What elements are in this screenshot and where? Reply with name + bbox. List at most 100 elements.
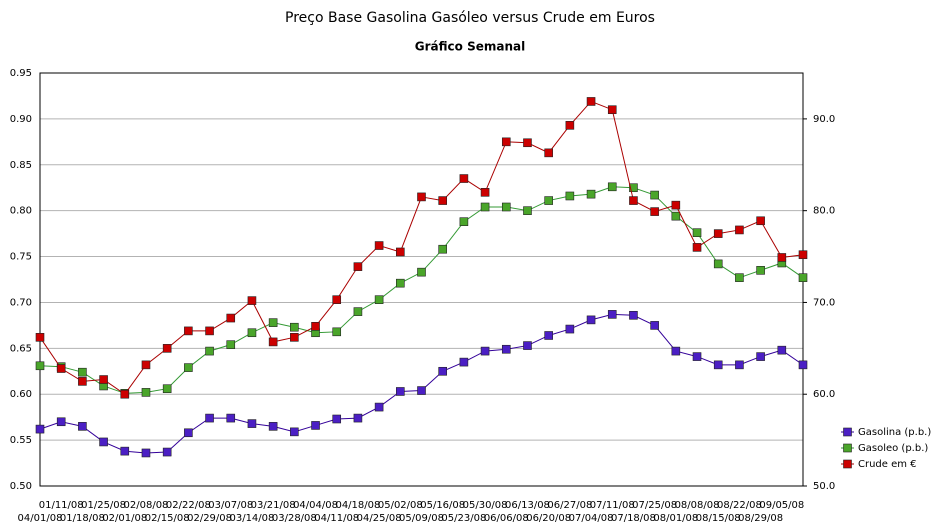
marker [290,333,299,342]
marker [311,322,320,331]
x-tick-label: 02/22/08 [166,500,211,511]
x-tick-label: 07/18/08 [611,513,656,524]
x-tick-label: 05/23/08 [441,513,486,524]
marker [226,413,236,423]
marker [607,105,617,115]
marker [586,97,596,106]
marker [544,331,553,340]
marker [78,422,87,431]
x-tick-label: 03/14/08 [229,513,274,524]
marker [417,386,426,395]
marker [501,344,511,354]
x-tick-label: 01/18/08 [60,513,105,524]
x-tick-label: 06/06/08 [484,513,529,524]
marker [184,363,193,372]
marker [290,322,299,332]
marker [565,191,575,201]
marker [162,344,172,353]
marker [99,375,108,384]
marker [459,357,469,367]
x-tick-label: 03/28/08 [272,513,317,524]
x-tick-label: 04/11/08 [314,513,359,524]
marker [735,225,744,235]
x-tick-label: 04/25/08 [357,513,402,524]
marker [735,273,744,282]
y2-tick-label: 90.0 [813,114,835,125]
marker [353,307,363,316]
marker [396,247,405,257]
marker [756,352,765,361]
marker [607,310,617,319]
x-tick-label: 02/08/08 [124,500,169,511]
y2-tick-label: 50.0 [813,481,835,492]
marker [607,182,617,192]
marker [247,419,257,428]
marker [374,402,384,412]
y-tick-label: 0.95 [10,68,32,79]
marker [671,346,681,356]
x-tick-label: 06/13/08 [505,500,550,511]
marker [692,228,702,237]
marker [56,364,66,373]
y-tick-label: 0.80 [10,206,32,217]
marker [35,424,45,434]
x-tick-label: 02/01/08 [102,513,147,524]
marker [713,259,723,269]
x-tick-label: 07/25/08 [632,500,677,511]
y-tick-label: 0.90 [10,114,32,125]
marker [629,183,638,193]
marker [226,340,236,349]
marker [99,437,108,447]
marker [438,244,447,254]
marker [226,313,236,323]
marker [565,121,575,130]
y2-tick-label: 60.0 [813,389,835,400]
x-tick-label: 07/11/08 [590,500,635,511]
x-tick-label: 06/20/08 [526,513,571,524]
marker [78,377,87,386]
marker [120,446,130,456]
marker [756,216,765,226]
marker [480,346,490,356]
marker [798,273,808,282]
marker [162,447,172,457]
marker [56,417,66,427]
marker [629,196,638,205]
plot-frame [39,72,804,487]
marker [374,241,384,250]
x-tick-label: 01/11/08 [39,500,84,511]
marker [798,360,808,370]
marker [459,174,469,183]
marker [332,414,342,424]
marker [523,138,532,148]
marker [141,388,151,397]
marker [671,200,681,210]
y-tick-label: 0.85 [10,160,32,171]
marker [141,448,151,458]
marker [671,211,681,221]
marker [268,337,278,347]
marker [565,324,575,334]
x-tick-label: 05/02/08 [378,500,423,511]
marker [205,346,214,356]
marker [544,196,553,205]
x-tick-label: 03/21/08 [251,500,296,511]
x-tick-label: 05/09/08 [399,513,444,524]
marker [205,413,214,423]
chart-title: Preço Base Gasolina Gasóleo versus Crude… [285,10,655,26]
marker [417,192,426,202]
x-tick-label: 04/04/08 [293,500,338,511]
marker [268,318,278,327]
x-tick-label: 04/01/08 [18,513,63,524]
x-tick-label: 09/05/08 [759,500,804,511]
marker [396,387,405,396]
marker [692,243,702,252]
y-tick-label: 0.75 [10,252,32,263]
marker [120,389,130,399]
marker [332,327,342,337]
marker [544,148,553,158]
y2-tick-label: 70.0 [813,297,835,308]
marker [523,206,532,215]
marker [586,315,596,325]
